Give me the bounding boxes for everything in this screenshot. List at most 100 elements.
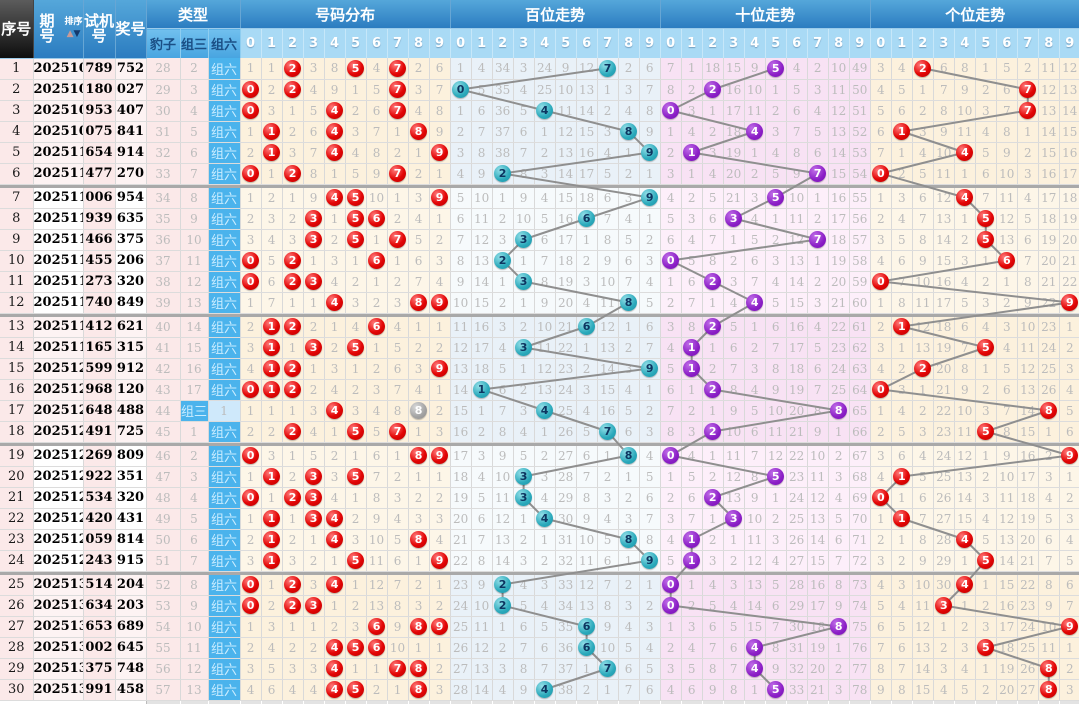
cell-prize: 120 bbox=[115, 379, 147, 401]
cell-zu6: 组六 bbox=[208, 58, 241, 80]
ball-red: 9 bbox=[431, 294, 449, 311]
cell-period: 2025109 bbox=[33, 121, 84, 143]
cell-test: 455 bbox=[83, 250, 116, 272]
cell-shi-5: 5 bbox=[765, 292, 787, 314]
miss-count: 26 bbox=[1020, 661, 1036, 676]
ball-red: 5 bbox=[347, 639, 365, 656]
miss-count: 7 bbox=[939, 82, 948, 97]
miss-count: 6 bbox=[771, 319, 780, 334]
miss-count: 22 bbox=[1062, 274, 1078, 289]
cell-dist-7: 7 bbox=[387, 229, 409, 251]
cell-dist-3: 3 bbox=[303, 595, 325, 617]
cell-dist-4: 1 bbox=[324, 316, 346, 338]
cell-bai-2: 6 bbox=[492, 379, 514, 401]
sort-desc-icon[interactable]: ▼ bbox=[73, 29, 81, 40]
miss-count: 7 bbox=[393, 577, 402, 592]
sort-asc-icon[interactable]: ▲ bbox=[66, 29, 74, 40]
cell-zu3: 9 bbox=[180, 208, 209, 230]
miss-count: 17 bbox=[473, 340, 490, 355]
miss-count: 9 bbox=[960, 382, 969, 397]
cell-dist-6: 10 bbox=[366, 529, 388, 551]
miss-count: 3 bbox=[1065, 361, 1074, 376]
cell-dist-0: 0 bbox=[239, 574, 262, 596]
miss-count: 10 bbox=[915, 577, 931, 592]
miss-count: 5 bbox=[1065, 403, 1074, 418]
cell-period: 2025111 bbox=[33, 163, 84, 185]
miss-count: 6 bbox=[414, 253, 423, 268]
ball-red: 4 bbox=[326, 102, 344, 119]
cell-shi-6: 33 bbox=[786, 679, 808, 701]
miss-count: 9 bbox=[309, 190, 318, 205]
ball-teal: 6 bbox=[578, 318, 596, 335]
miss-count: 2 bbox=[414, 577, 423, 592]
cell-zu6: 组六 bbox=[208, 574, 241, 596]
cell-zu3: 10 bbox=[180, 229, 209, 251]
miss-count: 9 bbox=[813, 424, 822, 439]
cell-ge-4: 4 bbox=[954, 187, 976, 209]
miss-count: 2 bbox=[981, 82, 990, 97]
cell-ge-2: 8 bbox=[912, 529, 934, 551]
cell-shi-2: 8 bbox=[702, 658, 724, 680]
miss-count: 2 bbox=[393, 145, 402, 160]
cell-period: 2025129 bbox=[33, 550, 84, 572]
cell-dist-2: 1 bbox=[282, 337, 304, 359]
cell-dist-4: 1 bbox=[324, 163, 346, 185]
cell-shi-6: 7 bbox=[786, 121, 808, 143]
cell-shi-6: 31 bbox=[786, 637, 808, 659]
cell-bai-1: 12 bbox=[471, 637, 493, 659]
cell-shi-0: 3 bbox=[659, 316, 682, 338]
cell-ge-6: 19 bbox=[996, 658, 1018, 680]
cell-baozi: 42 bbox=[146, 358, 181, 380]
cell-dist-1: 1 bbox=[261, 529, 283, 551]
miss-count: 11 bbox=[999, 190, 1015, 205]
miss-count: 4 bbox=[267, 232, 276, 247]
ball-purple: 7 bbox=[809, 231, 827, 248]
cell-dist-4: 3 bbox=[324, 466, 346, 488]
cell-dist-1: 5 bbox=[261, 250, 283, 272]
cell-dist-1: 5 bbox=[261, 658, 283, 680]
miss-count: 6 bbox=[666, 232, 675, 247]
miss-count: 10 bbox=[831, 61, 847, 76]
predict-row-input[interactable]: 预测行一 bbox=[0, 699, 147, 704]
cell-shi-7: 7 bbox=[807, 163, 829, 185]
cell-bai-3: 4 bbox=[513, 421, 535, 443]
miss-count: 5 bbox=[393, 340, 402, 355]
miss-count: 27 bbox=[557, 448, 574, 463]
cell-bai-0: 25 bbox=[449, 616, 472, 638]
cell-dist-0: 2 bbox=[239, 637, 262, 659]
cell-bai-0: 26 bbox=[449, 637, 472, 659]
cell-bai-4: 3 bbox=[534, 163, 556, 185]
cell-zu6: 组六 bbox=[208, 316, 241, 338]
miss-count: 4 bbox=[1002, 340, 1011, 355]
digit-header: 8 bbox=[828, 28, 850, 58]
digit-header: 0 bbox=[660, 28, 682, 58]
cell-dist-6: 2 bbox=[366, 292, 388, 314]
cell-shi-3: 3 bbox=[723, 574, 745, 596]
ball-red: 8 bbox=[410, 681, 428, 698]
miss-count: 3 bbox=[876, 340, 885, 355]
miss-count: 7 bbox=[582, 469, 591, 484]
miss-count: 6 bbox=[897, 103, 906, 118]
miss-count: 14 bbox=[747, 598, 763, 613]
cell-dist-7: 4 bbox=[387, 508, 409, 530]
cell-bai-0: 2 bbox=[449, 121, 472, 143]
ball-teal: 0 bbox=[452, 81, 470, 98]
ball-teal: 8 bbox=[620, 447, 638, 464]
cell-ge-0: 2 bbox=[869, 421, 892, 443]
ball-red: 7 bbox=[1019, 102, 1037, 119]
cell-dist-9: 2 bbox=[429, 487, 451, 509]
miss-count: 18 bbox=[936, 319, 952, 334]
cell-bai-5: 23 bbox=[555, 358, 577, 380]
cell-dist-2: 2 bbox=[282, 421, 304, 443]
miss-count: 4 bbox=[603, 145, 612, 160]
cell-baozi: 39 bbox=[146, 292, 181, 314]
cell-dist-7: 10 bbox=[387, 637, 409, 659]
sort-control[interactable]: 排序 ▲▼ bbox=[64, 18, 82, 39]
cell-dist-9: 9 bbox=[429, 142, 451, 164]
cell-dist-9: 9 bbox=[429, 187, 451, 209]
miss-count: 4 bbox=[813, 319, 822, 334]
ball-red: 6 bbox=[998, 252, 1016, 269]
miss-count: 7 bbox=[666, 61, 675, 76]
miss-count: 58 bbox=[852, 253, 868, 268]
miss-count: 14 bbox=[599, 361, 616, 376]
